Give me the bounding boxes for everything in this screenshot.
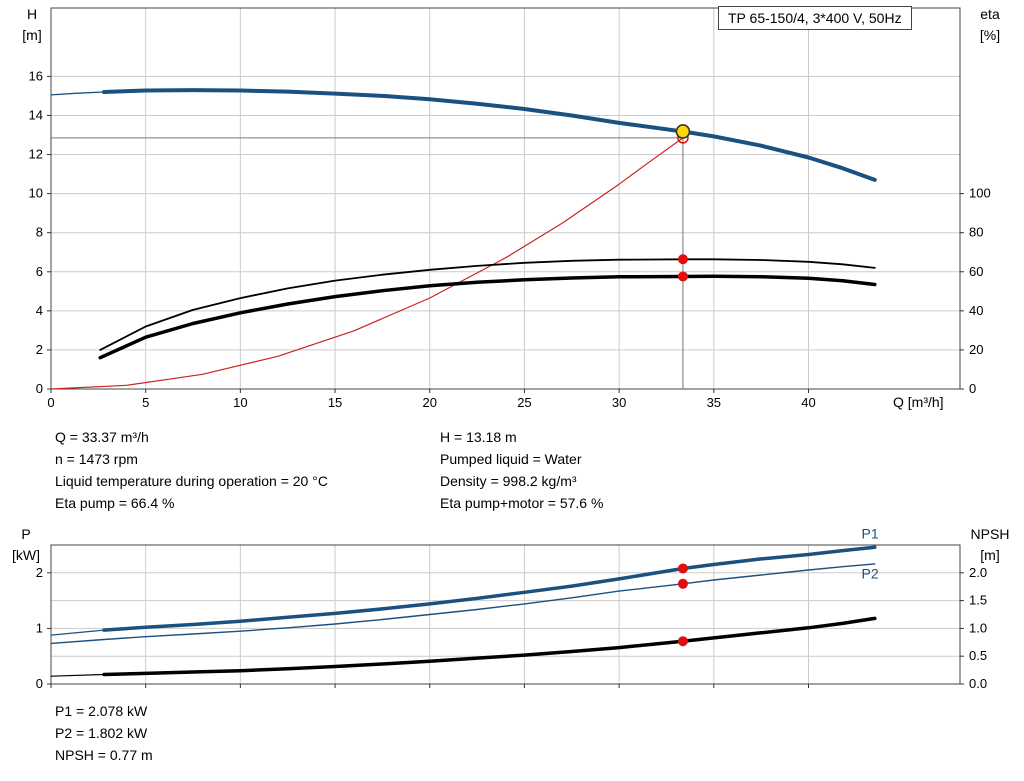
eta-pump-curve — [99, 258, 876, 351]
npsh-curve-lead — [50, 673, 105, 677]
duty-flow-text: Q = 33.37 m³/h — [55, 429, 149, 445]
p-axis-symbol: P — [21, 526, 31, 542]
eta-axis-symbol: eta — [980, 6, 1000, 22]
svg-text:0: 0 — [47, 395, 54, 410]
duty-info-right-column: H = 13.18 m Pumped liquid = Water Densit… — [440, 426, 603, 514]
svg-text:8: 8 — [36, 225, 43, 240]
svg-text:15: 15 — [328, 395, 342, 410]
svg-text:40: 40 — [969, 303, 983, 318]
duty-density-text: Density = 998.2 kg/m³ — [440, 473, 577, 489]
p1-curve-lead — [50, 629, 105, 636]
power-npsh-chart: 0 1 2 0.0 0.5 1.0 1.5 2.0 P1 P2 — [36, 525, 987, 691]
h-axis-unit: [m] — [22, 27, 42, 43]
svg-text:4: 4 — [36, 303, 43, 318]
duty-head-text: H = 13.18 m — [440, 429, 517, 445]
pump-model-badge: TP 65-150/4, 3*400 V, 50Hz — [718, 6, 912, 30]
p-axis-unit: [kW] — [12, 547, 40, 563]
q-axis-label: Q [m³/h] — [893, 394, 944, 410]
p1-dot — [677, 563, 688, 574]
svg-text:2: 2 — [36, 565, 43, 580]
svg-text:0: 0 — [36, 676, 43, 691]
svg-text:1: 1 — [36, 620, 43, 635]
power-npsh-info-column: P1 = 2.078 kW P2 = 1.802 kW NPSH = 0.77 … — [55, 700, 153, 766]
eta-pump-motor-dot — [677, 271, 688, 282]
duty-temperature-text: Liquid temperature during operation = 20… — [55, 473, 328, 489]
duty-eta-pump-motor-text: Eta pump+motor = 57.6 % — [440, 495, 604, 511]
duty-liquid-text: Pumped liquid = Water — [440, 451, 582, 467]
svg-text:0: 0 — [36, 381, 43, 396]
head-curve-lead — [50, 91, 105, 96]
svg-text:20: 20 — [423, 395, 437, 410]
head-efficiency-chart: 0 5 10 15 20 25 30 35 40 0 2 4 6 8 10 12 14 16 0 20 40 60 80 10… — [29, 7, 991, 410]
svg-text:2.0: 2.0 — [969, 565, 987, 580]
system-curve — [50, 137, 684, 390]
eta-pump-dot — [677, 254, 688, 265]
duty-speed-text: n = 1473 rpm — [55, 451, 138, 467]
svg-text:20: 20 — [969, 342, 983, 357]
npsh-axis-unit: [m] — [980, 547, 1000, 563]
svg-text:60: 60 — [969, 264, 983, 279]
svg-text:100: 100 — [969, 186, 991, 201]
svg-text:40: 40 — [801, 395, 815, 410]
p1-value-text: P1 = 2.078 kW — [55, 703, 148, 719]
svg-text:35: 35 — [707, 395, 721, 410]
svg-text:6: 6 — [36, 264, 43, 279]
npsh-value-text: NPSH = 0.77 m — [55, 747, 153, 763]
p1-curve — [102, 545, 877, 632]
p2-curve — [50, 563, 876, 645]
svg-text:0: 0 — [969, 381, 976, 396]
svg-text:10: 10 — [29, 186, 43, 201]
svg-text:2: 2 — [36, 342, 43, 357]
npsh-curve — [102, 616, 877, 677]
npsh-dot — [677, 636, 688, 647]
svg-text:14: 14 — [29, 107, 43, 122]
svg-text:30: 30 — [612, 395, 626, 410]
p2-value-text: P2 = 1.802 kW — [55, 725, 148, 741]
svg-text:0.0: 0.0 — [969, 676, 987, 691]
p2-dot — [677, 578, 688, 589]
svg-text:25: 25 — [517, 395, 531, 410]
series-label-p2: P2 — [862, 565, 879, 581]
h-axis-label: H [m] — [6, 4, 58, 46]
head-curve — [102, 88, 877, 182]
eta-axis-label: eta [%] — [964, 4, 1016, 46]
p-axis-label: P [kW] — [0, 524, 52, 566]
svg-text:10: 10 — [233, 395, 247, 410]
npsh-axis-label: NPSH [m] — [958, 524, 1022, 566]
h-axis-symbol: H — [26, 6, 38, 22]
eta-axis-unit: [%] — [979, 27, 1001, 43]
series-label-p1: P1 — [862, 525, 879, 541]
svg-text:16: 16 — [29, 68, 43, 83]
svg-text:1.0: 1.0 — [969, 620, 987, 635]
duty-info-left-column: Q = 33.37 m³/h n = 1473 rpm Liquid tempe… — [55, 426, 328, 514]
eta-pump-motor-curve — [98, 274, 877, 360]
svg-text:80: 80 — [969, 225, 983, 240]
duty-eta-pump-text: Eta pump = 66.4 % — [55, 495, 175, 511]
svg-text:5: 5 — [142, 395, 149, 410]
npsh-axis-symbol: NPSH — [970, 526, 1010, 542]
duty-point — [675, 124, 691, 139]
svg-text:0.5: 0.5 — [969, 648, 987, 663]
svg-text:1.5: 1.5 — [969, 593, 987, 608]
svg-text:12: 12 — [29, 147, 43, 162]
